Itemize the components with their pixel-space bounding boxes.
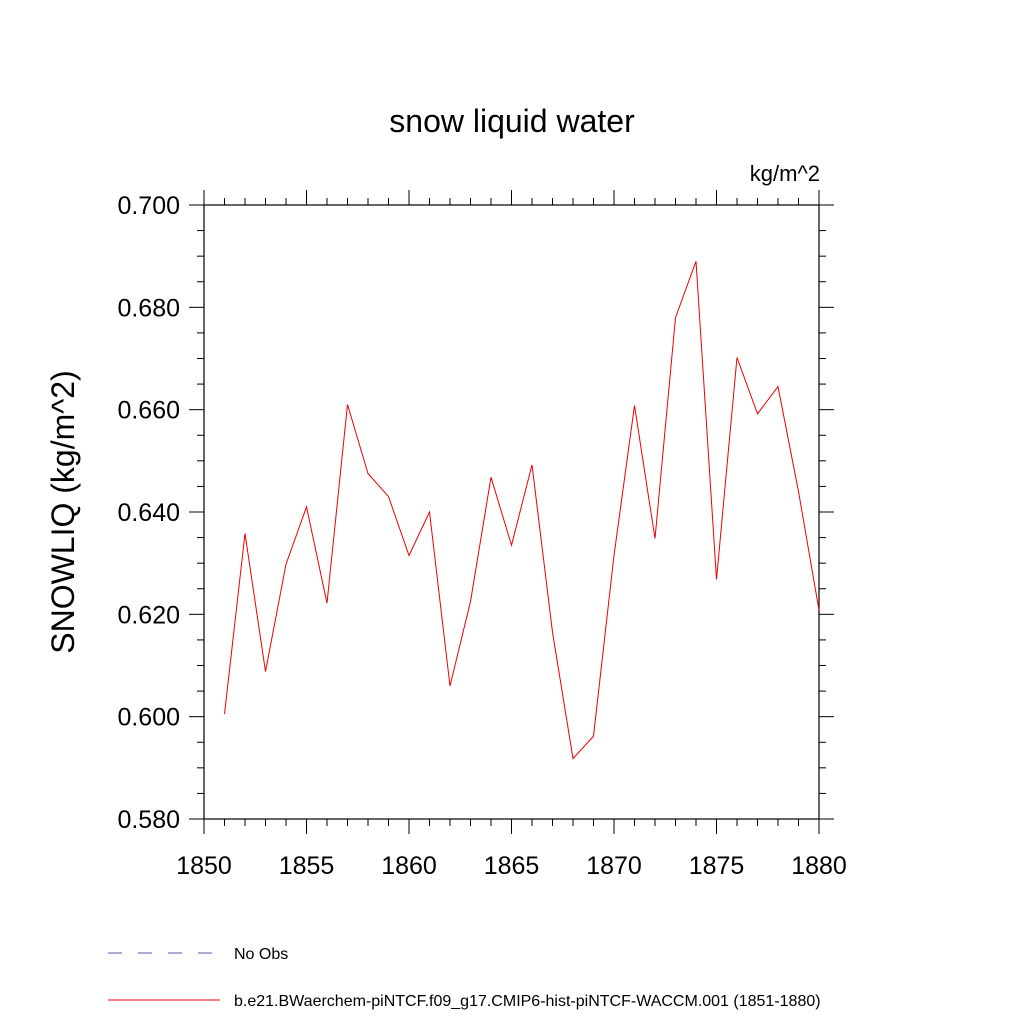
tick-labels: 1850 1855 1860 1865 1870 1875 1880 0.580 0.600 0.… — [117, 192, 846, 880]
y-axis-label: SNOWLIQ (kg/m^2) — [45, 370, 81, 653]
y-tick-label: 0.620 — [117, 601, 180, 629]
x-tick-label: 1875 — [689, 852, 745, 880]
y-tick-label: 0.580 — [117, 806, 180, 834]
x-tick-label: 1855 — [279, 852, 335, 880]
chart-title: snow liquid water — [389, 103, 635, 139]
x-tick-label: 1880 — [791, 852, 847, 880]
axis-ticks — [189, 190, 834, 834]
y-tick-label: 0.700 — [117, 192, 180, 220]
legend: No Obs b.e21.BWaerchem-piNTCF.f09_g17.CMI… — [108, 946, 821, 1010]
y-tick-label: 0.640 — [117, 499, 180, 527]
units-label: kg/m^2 — [750, 161, 820, 186]
x-tick-label: 1865 — [484, 852, 540, 880]
legend-label-0: No Obs — [234, 946, 288, 963]
x-tick-label: 1860 — [381, 852, 437, 880]
x-tick-label: 1850 — [176, 852, 232, 880]
y-tick-label: 0.660 — [117, 397, 180, 425]
plot-frame — [203, 204, 820, 820]
x-tick-label: 1870 — [586, 852, 642, 880]
y-tick-label: 0.600 — [117, 704, 180, 732]
series-line-1 — [224, 261, 820, 760]
y-tick-label: 0.680 — [117, 294, 180, 322]
series-layer — [224, 261, 820, 760]
legend-label-1: b.e21.BWaerchem-piNTCF.f09_g17.CMIP6-his… — [234, 993, 821, 1010]
